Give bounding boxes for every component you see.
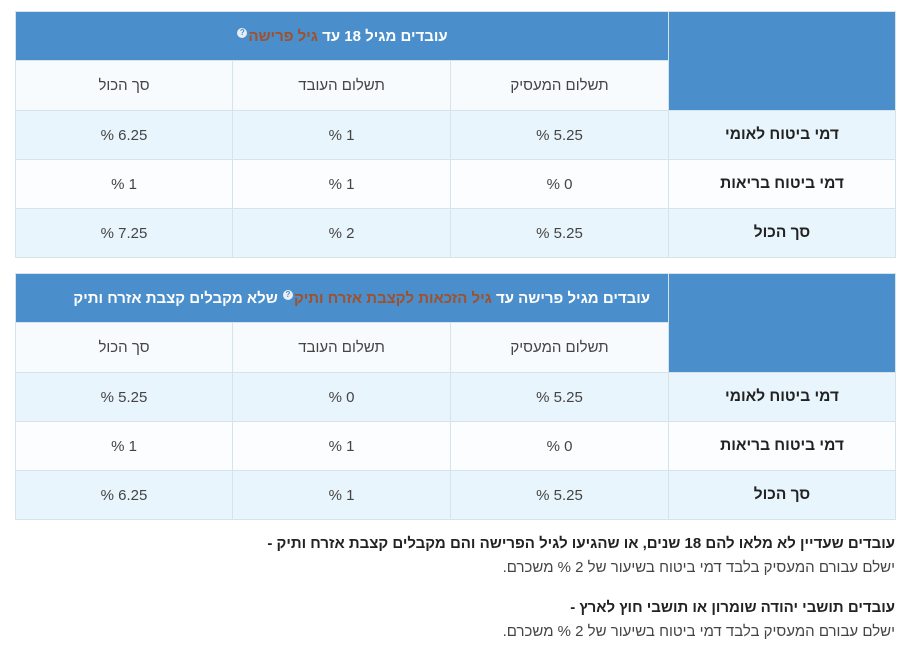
- title-text: עובדים מגיל פרישה עד: [491, 289, 650, 307]
- cell-employee: 1 %: [232, 159, 451, 209]
- table-corner: [668, 11, 896, 111]
- note-residents-abroad: עובדים תושבי יהודה שומרון או תושבי חוץ ל…: [15, 596, 895, 644]
- eligibility-age-link[interactable]: גיל הזכאות לקצבת אזרח ותיק: [293, 289, 492, 307]
- cell-employee: 0 %: [232, 372, 451, 422]
- column-header-total: סך הכול: [15, 322, 233, 373]
- table-row: דמי ביטוח לאומי 5.25 % 0 % 5.25 %: [15, 372, 896, 422]
- cell-employer: 5.25 %: [450, 372, 669, 422]
- cell-employer: 0 %: [450, 421, 669, 471]
- cell-total: 7.25 %: [15, 208, 233, 258]
- cell-total: 1 %: [15, 421, 233, 471]
- row-label: דמי ביטוח בריאות: [668, 159, 896, 209]
- title-suffix: שלא מקבלים קצבת אזרח ותיק: [73, 289, 282, 307]
- cell-employer: 5.25 %: [450, 470, 669, 520]
- table-row: דמי ביטוח לאומי 5.25 % 1 % 6.25 %: [15, 110, 896, 160]
- note-minors-and-pensioners: עובדים שעדיין לא מלאו להם 18 שנים, או שה…: [15, 532, 895, 580]
- note-title: עובדים תושבי יהודה שומרון או תושבי חוץ ל…: [570, 599, 895, 616]
- cell-employer: 5.25 %: [450, 110, 669, 160]
- table-title: עובדים מגיל 18 עד גיל פרישה?: [15, 11, 669, 61]
- table-corner: [668, 273, 896, 373]
- cell-employer: 0 %: [450, 159, 669, 209]
- column-header-employer: תשלום המעסיק: [450, 60, 669, 111]
- help-icon[interactable]: ?: [237, 27, 248, 38]
- row-label: דמי ביטוח לאומי: [668, 110, 896, 160]
- cell-employee: 2 %: [232, 208, 451, 258]
- cell-employee: 1 %: [232, 110, 451, 160]
- column-header-employee: תשלום העובד: [232, 322, 451, 373]
- cell-total: 6.25 %: [15, 470, 233, 520]
- cell-employer: 5.25 %: [450, 208, 669, 258]
- table-title: עובדים מגיל פרישה עד גיל הזכאות לקצבת אז…: [15, 273, 669, 323]
- retirement-age-link[interactable]: גיל פרישה: [248, 27, 318, 45]
- cell-total: 5.25 %: [15, 372, 233, 422]
- cell-total: 1 %: [15, 159, 233, 209]
- note-text: ישלם עבורם המעסיק בלבד דמי ביטוח בשיעור …: [502, 623, 895, 640]
- note-text: ישלם עבורם המעסיק בלבד דמי ביטוח בשיעור …: [502, 559, 895, 576]
- column-header-total: סך הכול: [15, 60, 233, 111]
- rates-table-post-retirement: עובדים מגיל פרישה עד גיל הזכאות לקצבת אז…: [15, 273, 896, 520]
- cell-total: 6.25 %: [15, 110, 233, 160]
- column-header-employer: תשלום המעסיק: [450, 322, 669, 373]
- row-label: דמי ביטוח בריאות: [668, 421, 896, 471]
- table-row: דמי ביטוח בריאות 0 % 1 % 1 %: [15, 159, 896, 209]
- table-row: דמי ביטוח בריאות 0 % 1 % 1 %: [15, 421, 896, 471]
- table-row: סך הכול 5.25 % 2 % 7.25 %: [15, 208, 896, 258]
- rates-table-under-retirement: עובדים מגיל 18 עד גיל פרישה? תשלום המעסי…: [15, 11, 896, 258]
- help-icon[interactable]: ?: [282, 289, 293, 300]
- note-title: עובדים שעדיין לא מלאו להם 18 שנים, או שה…: [267, 535, 895, 552]
- row-label: סך הכול: [668, 208, 896, 258]
- cell-employee: 1 %: [232, 470, 451, 520]
- table-row: סך הכול 5.25 % 1 % 6.25 %: [15, 470, 896, 520]
- column-header-employee: תשלום העובד: [232, 60, 451, 111]
- cell-employee: 1 %: [232, 421, 451, 471]
- row-label: סך הכול: [668, 470, 896, 520]
- title-text: עובדים מגיל 18 עד: [317, 27, 448, 45]
- row-label: דמי ביטוח לאומי: [668, 372, 896, 422]
